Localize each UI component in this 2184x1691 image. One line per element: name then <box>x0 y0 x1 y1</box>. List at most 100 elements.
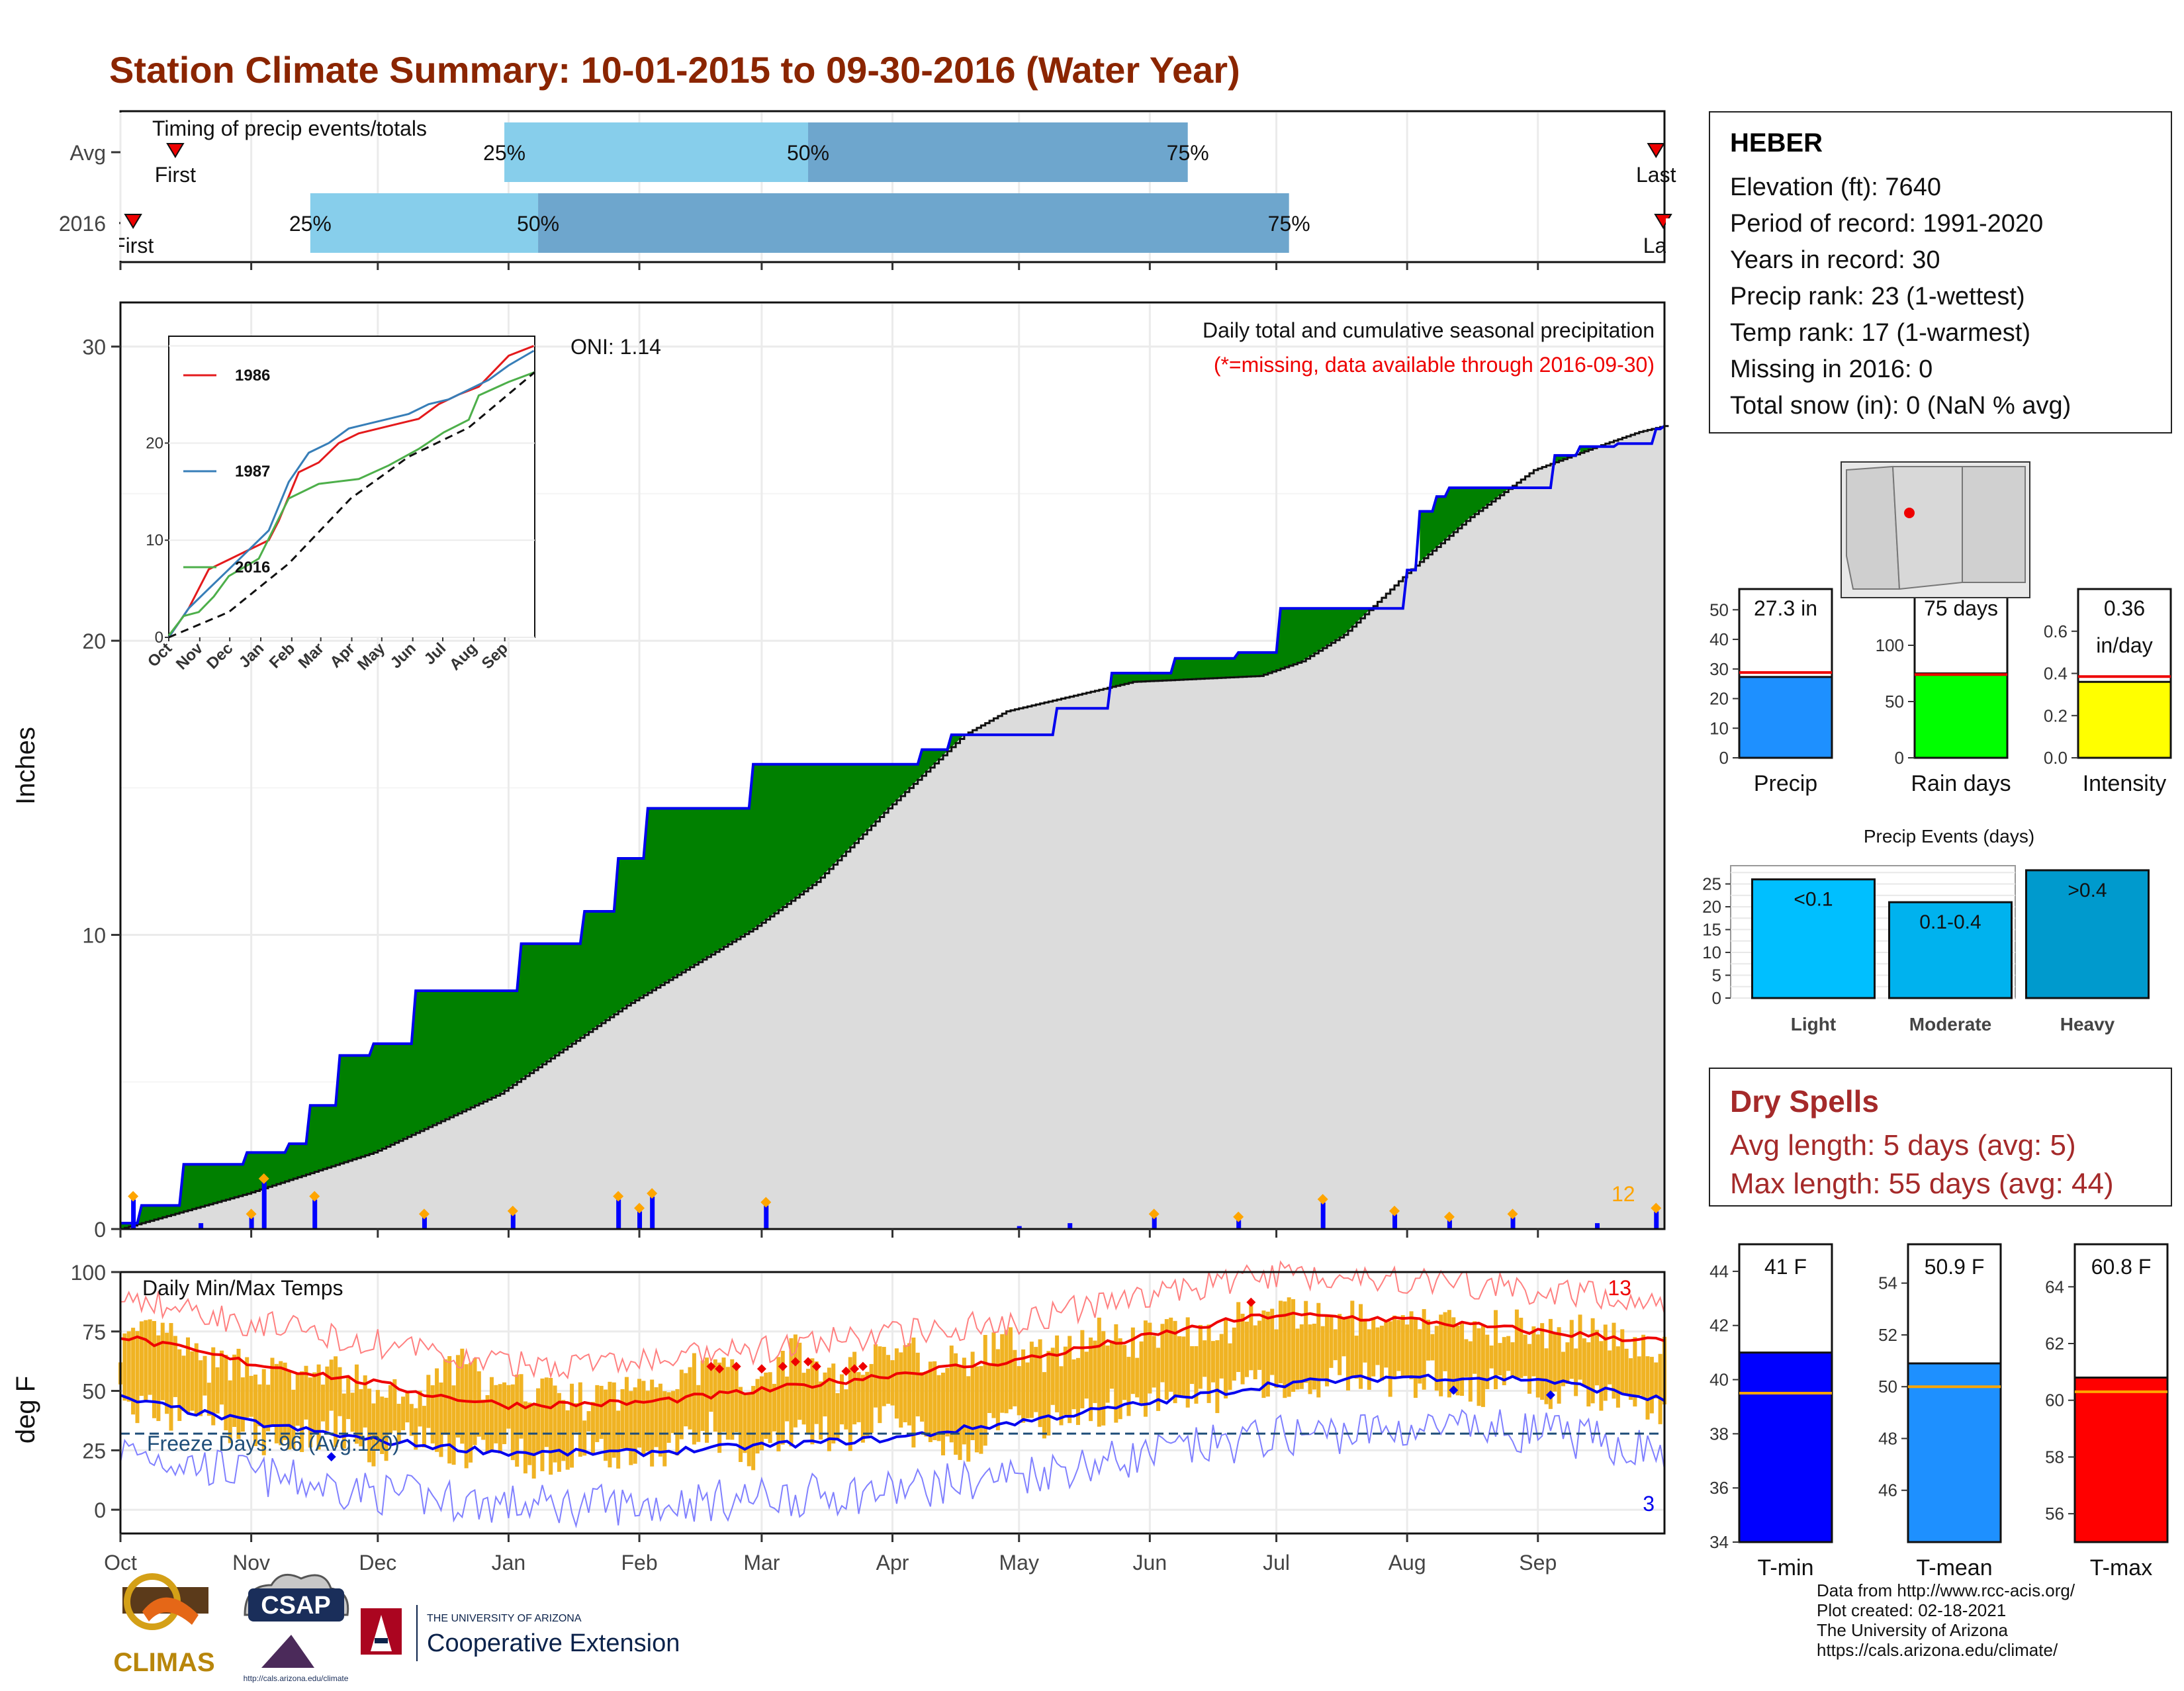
daily-rank-marker <box>1389 1205 1400 1216</box>
daily-temp-range-bar <box>1531 1326 1536 1377</box>
above-average-area <box>1420 488 1509 562</box>
temp-ytick-label: 38 <box>1709 1424 1729 1443</box>
events-ytick-label: 0 <box>1712 988 1721 1008</box>
dry-spells-max: Max length: 55 days (avg: 44) <box>1730 1167 2114 1200</box>
daily-temp-range-bar <box>1219 1334 1224 1379</box>
summary-bar-name: Rain days <box>1911 771 2011 796</box>
daily-temp-range-bar <box>1304 1301 1308 1383</box>
temp-bar <box>1738 1351 1833 1543</box>
daily-temp-range-bar <box>1253 1325 1257 1380</box>
events-category-label: Moderate <box>1909 1014 1991 1034</box>
daily-temp-range-bar <box>705 1357 709 1443</box>
daily-temp-range-bar <box>759 1376 764 1451</box>
daily-temp-range-bar <box>312 1372 317 1434</box>
events-ytick-label: 15 <box>1702 920 1721 940</box>
record-max-line <box>120 1260 1665 1380</box>
daily-temp-range-bar <box>1240 1313 1245 1385</box>
footer-line: The University of Arizona <box>1817 1620 2009 1640</box>
daily-temp-range-bar <box>1624 1348 1629 1395</box>
daily-precip-bar <box>1392 1214 1398 1229</box>
temp-ytick-label: 36 <box>1709 1478 1729 1498</box>
avg-min-line <box>120 1373 1665 1457</box>
station-snow: Total snow (in): 0 (NaN % avg) <box>1730 392 2071 420</box>
daily-precip-bar <box>510 1214 516 1229</box>
daily-temp-range-bar <box>1080 1330 1085 1408</box>
daily-temp-range-bar <box>633 1387 637 1464</box>
daily-temp-range-bar <box>502 1382 507 1444</box>
record-high-marker <box>756 1364 766 1374</box>
daily-temp-range-bar <box>671 1391 676 1434</box>
timing-bar-q3 <box>538 193 1289 253</box>
daily-precip-bar <box>1447 1220 1452 1229</box>
daily-temp-range-bar <box>279 1361 283 1445</box>
daily-temp-range-bar <box>1278 1301 1283 1384</box>
daily-precip-bar <box>199 1223 204 1229</box>
daily-precip-bar <box>1068 1223 1073 1229</box>
timing-p50-label: 50% <box>787 141 829 165</box>
daily-temp-range-bar <box>578 1382 582 1457</box>
daily-temp-range-bar <box>1506 1336 1511 1371</box>
footer-line: Plot created: 02-18-2021 <box>1817 1600 2007 1620</box>
last-marker-icon <box>1647 143 1666 158</box>
temp-ytick-label: 40 <box>1709 1370 1729 1390</box>
daily-temp-range-bar <box>1400 1315 1405 1376</box>
daily-temp-range-bar <box>1097 1317 1101 1427</box>
daily-temp-range-bar <box>1198 1324 1203 1389</box>
daily-temp-range-bar <box>755 1379 760 1454</box>
daily-temp-range-bar <box>1312 1323 1316 1390</box>
timing-panel: Timing of precip events/totals Avg 25% 50% 7… <box>0 110 1706 278</box>
daily-temp-range-bar <box>1443 1312 1447 1371</box>
temp-bar-name: T-mean <box>1916 1555 1992 1580</box>
daily-temp-range-bar <box>1114 1324 1118 1423</box>
summary-ytick-label: 0 <box>1895 748 1904 768</box>
daily-temp-range-bar <box>1350 1301 1355 1377</box>
daily-temp-range-bar <box>899 1352 903 1428</box>
daily-temp-range-bar <box>1139 1341 1144 1406</box>
events-bar-label: 0.1-0.4 <box>1919 911 1981 933</box>
precip-ytick-label: 20 <box>82 629 106 653</box>
daily-temp-range-bar <box>675 1389 680 1456</box>
daily-rank-marker <box>258 1173 269 1184</box>
daily-temp-range-bar <box>388 1385 392 1434</box>
daily-temp-range-bar <box>1557 1327 1561 1404</box>
station-precip-rank: Precip rank: 23 (1-wettest) <box>1730 283 2025 310</box>
daily-temp-range-bar <box>1050 1348 1055 1405</box>
daily-temp-range-bar <box>510 1384 515 1461</box>
daily-temp-range-bar <box>1544 1348 1549 1404</box>
daily-temp-range-bar <box>1295 1328 1300 1390</box>
daily-temp-range-bar <box>219 1350 224 1405</box>
daily-precip-bar <box>616 1199 621 1229</box>
summary-ytick-label: 50 <box>1709 600 1729 619</box>
daily-temp-range-bar <box>165 1332 169 1414</box>
inset-legend-label: 2016 <box>235 559 270 576</box>
timing-left-mask <box>0 218 119 278</box>
summary-bar <box>2077 680 2172 759</box>
station-period: Period of record: 1991-2020 <box>1730 210 2044 238</box>
daily-temp-range-bar <box>354 1364 359 1444</box>
daily-temp-range-bar <box>654 1387 659 1447</box>
inset-series-line <box>168 371 535 639</box>
summary-ytick-label: 50 <box>1885 692 1904 711</box>
daily-temp-range-bar <box>1063 1346 1068 1415</box>
daily-precip-bar <box>650 1197 655 1229</box>
record-high-marker <box>790 1357 800 1367</box>
temps-ytick-label: 25 <box>82 1439 106 1463</box>
daily-temp-range-bar <box>253 1374 257 1446</box>
daily-temp-range-bar <box>604 1389 608 1461</box>
daily-temp-range-bar <box>1477 1328 1481 1406</box>
dry-spells-box: Dry Spells Avg length: 5 days (avg: 5) M… <box>1709 1068 2172 1207</box>
daily-temp-range-bar <box>721 1357 726 1432</box>
daily-temp-range-bar <box>827 1367 831 1451</box>
daily-temp-range-bar <box>224 1355 228 1431</box>
daily-temp-range-bar <box>1396 1320 1401 1371</box>
temp-ytick-label: 46 <box>1878 1481 1897 1500</box>
daily-temp-range-bar <box>995 1349 1000 1431</box>
events-ytick-label: 10 <box>1702 942 1721 962</box>
station-location-dot <box>1904 508 1915 518</box>
daily-temp-range-bar <box>477 1371 481 1437</box>
daily-temp-range-bar <box>190 1351 195 1411</box>
daily-rank-marker <box>1651 1203 1662 1214</box>
freeze-days-label: Freeze Days: 96 (Avg:120) <box>147 1432 400 1455</box>
daily-precip-bar <box>249 1217 254 1229</box>
